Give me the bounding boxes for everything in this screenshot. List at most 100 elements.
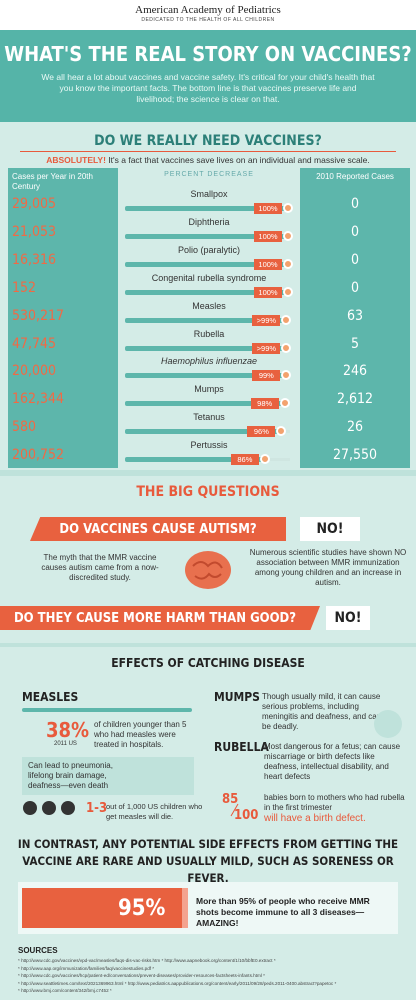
source-item: * http://www.bmj.com/content/342/bmj.c74… [18, 988, 112, 993]
decrease-bar [125, 233, 290, 239]
divider [22, 708, 192, 712]
left-column [8, 168, 118, 468]
disease-name: Tetanus [193, 412, 225, 423]
decrease-label: 100% [254, 203, 282, 214]
org-tagline: DEDICATED TO THE HEALTH OF ALL CHILDREN [141, 17, 275, 23]
rubella-name: RUBELLA [214, 740, 269, 754]
decrease-bar [125, 261, 290, 267]
syringe-dot [281, 342, 292, 353]
cases-before: 530,217 [12, 307, 65, 324]
contrast: IN CONTRAST, ANY POTENTIAL SIDE EFFECTS … [17, 837, 399, 885]
sources-list: * http://www.cdc.gov/vaccines/vpd-vac/me… [18, 957, 408, 995]
brain-icon [185, 551, 231, 589]
complications-text: Can lead to pneumonia, lifelong brain da… [28, 761, 113, 790]
decrease-label: 98% [250, 398, 279, 410]
cases-2010: 246 [342, 363, 368, 380]
cases-before: 200,752 [12, 447, 65, 464]
source-item: * http://www.cdc.gov/vaccines/vpd-vac/me… [18, 958, 276, 963]
immunity-stat: 95% [118, 896, 166, 921]
cases-2010: 2,612 [336, 391, 374, 408]
intro: We all hear a lot about vaccines and vac… [41, 72, 375, 104]
sources-heading: SOURCES [18, 946, 58, 955]
immunity-text: More than 95% of people who receive MMR … [196, 896, 370, 928]
source-item: * http://www.cdc.gov/vaccines/hcp/patien… [18, 973, 265, 978]
syringe-dot [276, 426, 287, 437]
rubella-text: Most dangerous for a fetus; can cause mi… [264, 742, 401, 781]
syringe-dot [283, 286, 293, 297]
decrease-label: 86% [230, 454, 259, 466]
question-banner: DO VACCINES CAUSE AUTISM? [30, 517, 286, 541]
cases-before: 162,344 [12, 391, 65, 408]
measles-stat-text: of children younger than 5 who had measl… [94, 720, 187, 749]
cases-2010: 5 [350, 335, 359, 352]
question: DO VACCINES CAUSE AUTISM? [59, 522, 257, 537]
divider [0, 470, 416, 476]
decrease-bar [125, 373, 289, 379]
decrease-label: >99% [252, 314, 281, 326]
disease-name: Rubella [193, 328, 225, 339]
disease-name: Congenital rubella syndrome [151, 272, 267, 283]
cases-2010: 26 [346, 419, 364, 436]
col-left-header: Cases per Year in 20th Century [12, 172, 93, 191]
measles-deaths: 1-3 [86, 801, 108, 816]
syringe-dot [281, 370, 292, 381]
decrease-bar [125, 345, 289, 351]
source-item: * http://www.aap.org/immunization/famili… [18, 965, 155, 971]
need-heading: DO WE REALLY NEED VACCINES? [94, 133, 322, 149]
disease-name: Mumps [194, 384, 224, 395]
cases-2010: 0 [350, 251, 359, 268]
decrease-bar [125, 206, 290, 211]
effects-heading: EFFECTS OF CATCHING DISEASE [111, 656, 305, 670]
decrease-label: 100% [254, 258, 282, 270]
disease-name: Polio (paralytic) [177, 244, 241, 255]
cases-before: 21,053 [12, 223, 57, 240]
decrease-bar [125, 289, 290, 295]
answer: NO! [300, 517, 360, 541]
virus-icon [374, 710, 402, 738]
syringe-dot [279, 398, 290, 409]
syringe-dot [283, 203, 293, 213]
cases-before: 47,745 [12, 335, 57, 352]
decrease-bar [125, 429, 284, 435]
header-bar: American Academy of Pediatrics DEDICATED… [0, 0, 416, 30]
immunity-bar [22, 888, 182, 928]
syringe-dot [259, 454, 270, 465]
skull-icons [23, 801, 75, 815]
rubella-stat-den: 100 [234, 808, 259, 823]
decrease-bar [125, 401, 287, 407]
measles-complications: Can lead to pneumonia, lifelong brain da… [22, 757, 194, 795]
rubella-stat-emphasis: will have a birth defect. [264, 813, 366, 824]
decrease-bar [125, 317, 289, 323]
immunity-box: 95% More than 95% of people who receive … [18, 882, 398, 934]
disease-name: Haemophilus influenzae [160, 356, 258, 367]
cases-2010: 0 [350, 279, 359, 296]
measles-stat-note: 2011 US [54, 741, 77, 747]
myth-text: The myth that the MMR vaccine causes aut… [41, 553, 159, 582]
col-right-header: 2010 Reported Cases [316, 172, 394, 181]
syringe-dot [283, 230, 293, 241]
syringe-dot [281, 314, 292, 325]
decrease-bar [125, 457, 267, 463]
lead: ABSOLUTELY! [46, 155, 106, 165]
title: WHAT'S THE REAL STORY ON VACCINES? [4, 42, 412, 66]
measles-stat: 38% [46, 718, 90, 742]
cases-before: 16,316 [12, 251, 57, 268]
decrease-label: 100% [254, 230, 282, 242]
lead-text: It's a fact that vaccines save lives on … [108, 155, 370, 165]
cases-before: 580 [12, 419, 37, 436]
cases-2010: 0 [350, 196, 359, 212]
rubella-stat-text: babies born to mothers who had rubella i… [264, 793, 405, 812]
measles-name: MEASLES [22, 690, 79, 704]
cases-before: 152 [12, 279, 37, 296]
cases-before: 29,005 [12, 196, 57, 212]
cases-2010: 27,550 [332, 447, 378, 464]
source-item: * http://www.seattletimes.com/text/20213… [18, 980, 337, 986]
disease-name: Pertussis [190, 440, 228, 451]
need-lead-line: ABSOLUTELY! It's a fact that vaccines sa… [0, 155, 416, 165]
disease-name: Smallpox [190, 189, 228, 199]
disease-name: Measles [192, 300, 226, 311]
question-banner: DO THEY CAUSE MORE HARM THAN GOOD? [0, 606, 320, 630]
org-name: American Academy of Pediatrics [135, 4, 281, 16]
disease-name: Diphtheria [188, 216, 230, 227]
